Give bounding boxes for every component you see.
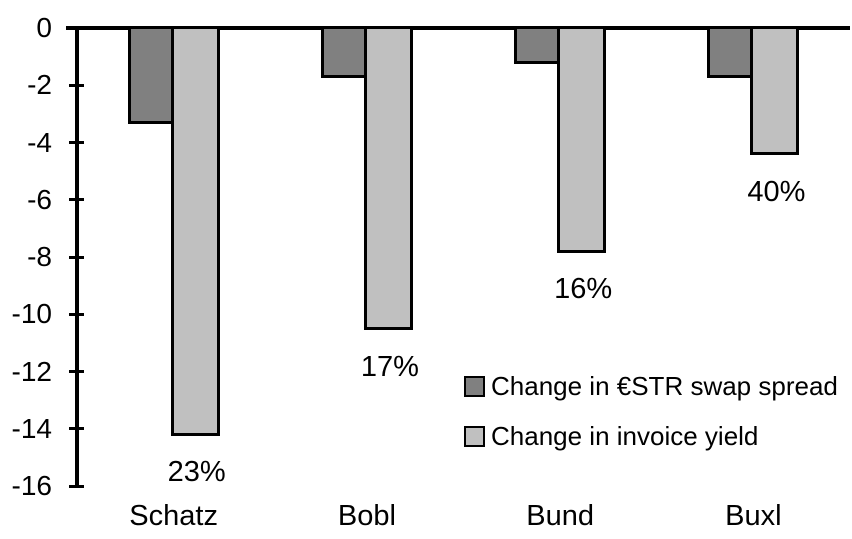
y-tick [69,255,84,259]
y-tick-label: -4 [27,126,52,158]
y-tick-label: -2 [27,69,52,101]
bar-invoice-yield-bobl [363,26,413,331]
bar-swap-spread-schatz [127,26,177,124]
legend-label: Change in invoice yield [491,421,759,451]
y-tick [69,370,84,373]
y-tick-label: -12 [11,355,52,387]
x-category-label: Buxl [725,500,782,532]
y-tick [69,312,84,316]
y-tick [69,141,84,144]
bar-value-label: 16% [554,273,613,306]
y-tick [69,427,84,431]
legend-item: Change in €STR swap spread [464,371,838,402]
bar-invoice-yield-bund [557,26,607,253]
y-tick [69,484,84,488]
legend-label: Change in €STR swap spread [491,371,838,401]
y-tick-label: -16 [11,470,52,501]
bar-swap-spread-bobl [320,26,370,79]
bar-swap-spread-bund [514,26,564,64]
y-tick-label: -6 [27,183,52,215]
bar-invoice-yield-buxl [750,26,800,156]
y-tick [69,198,84,202]
x-axis-zero-line [66,26,850,30]
legend-swatch-swap-spread [464,376,485,397]
y-tick-label: -10 [11,298,52,330]
bar-value-label: 23% [167,456,226,489]
y-tick [69,83,84,87]
x-category-label: Bund [526,500,594,532]
y-tick-label: -8 [27,241,52,272]
bar-invoice-yield-schatz [170,26,220,436]
x-category-label: Bobl [337,500,396,532]
bar-swap-spread-buxl [707,26,757,79]
x-category-label: Schatz [129,500,218,532]
legend-item: Change in invoice yield [464,421,758,452]
y-tick-label: 0 [36,12,52,43]
bar-value-label: 17% [360,350,419,383]
bar-value-label: 40% [747,175,806,208]
y-tick-label: -14 [11,412,52,444]
legend-swatch-invoice-yield [464,426,485,447]
